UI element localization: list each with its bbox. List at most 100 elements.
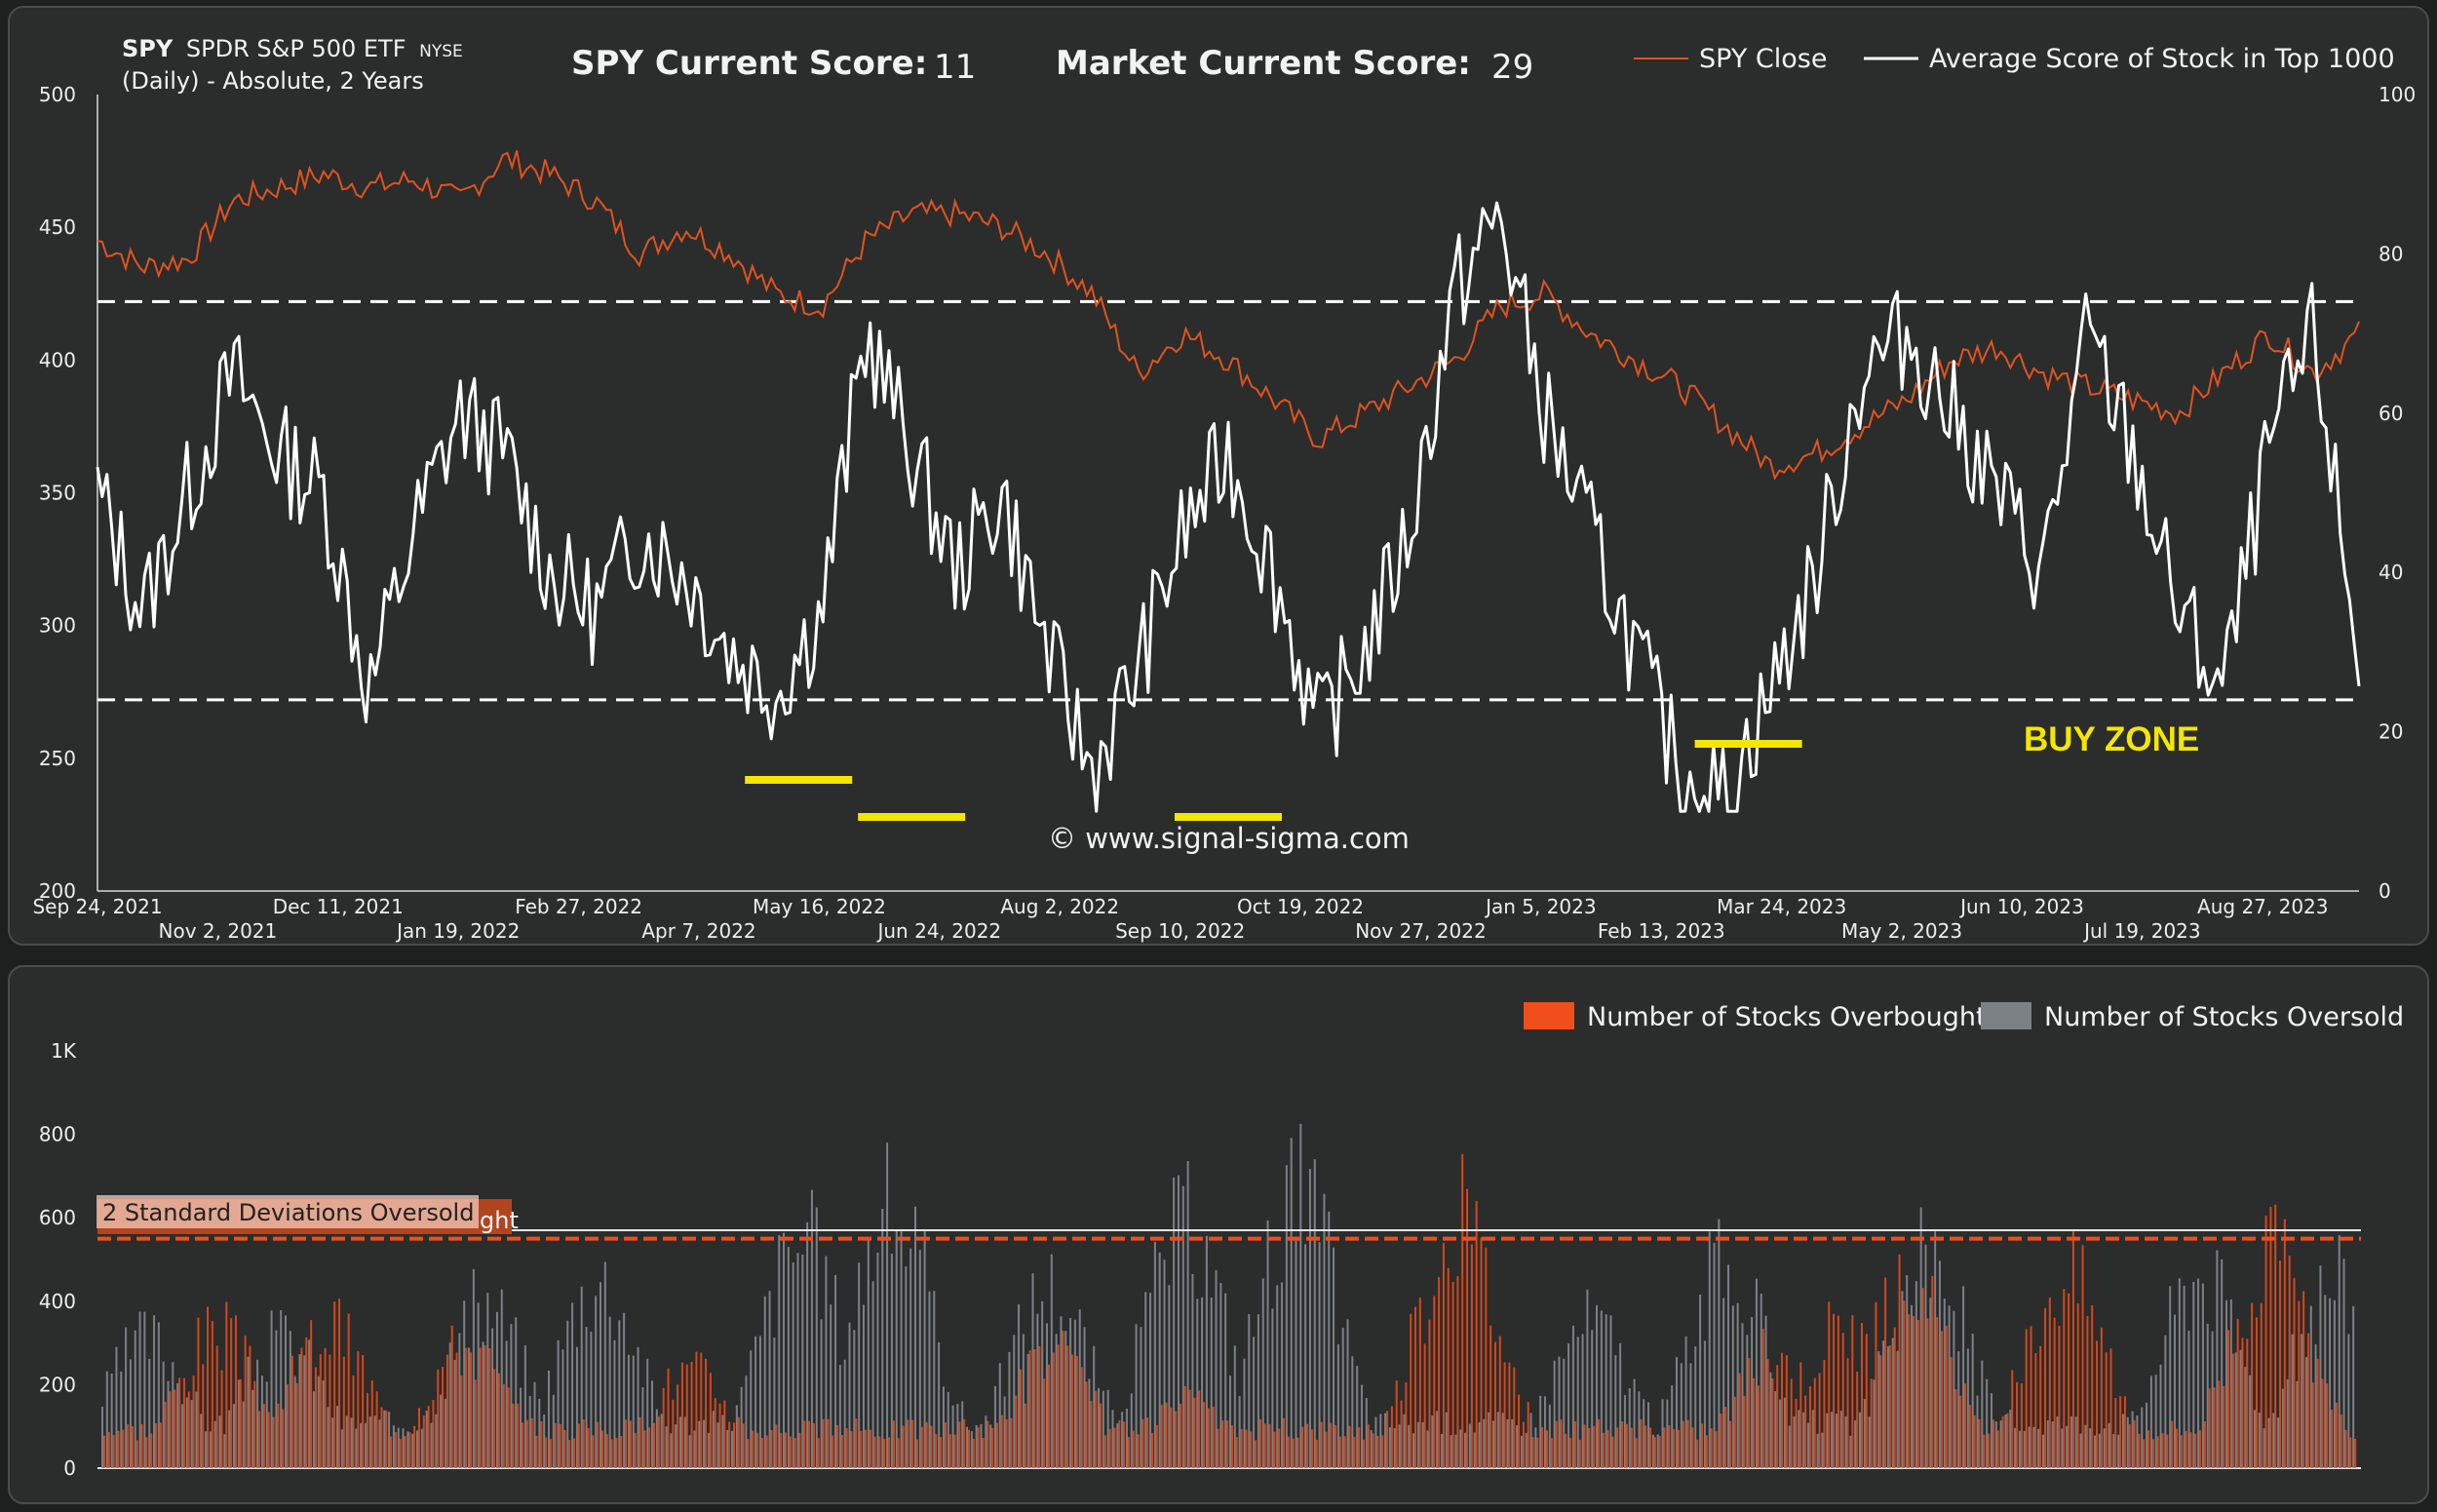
oversold-bar — [2094, 1435, 2097, 1468]
oversold-bar — [2229, 1299, 2232, 1468]
oversold-bar — [1839, 1411, 1842, 1468]
oversold-bar — [190, 1400, 193, 1468]
overbought-bar — [2063, 1289, 2066, 1468]
oversold-bar — [575, 1346, 578, 1468]
overbought-bar — [1884, 1277, 1887, 1468]
oversold-bar — [180, 1404, 183, 1468]
overbought-bar — [1381, 1435, 1384, 1468]
overbought-bar — [2058, 1325, 2061, 1468]
oversold-bar — [298, 1354, 301, 1468]
overbought-bar — [1828, 1301, 1831, 1468]
oversold-bar — [1548, 1404, 1551, 1468]
oversold-bar — [2018, 1430, 2021, 1468]
overbought-bar — [1531, 1437, 1534, 1468]
x-tick-label: Jul 19, 2023 — [2082, 919, 2201, 943]
overbought-bar — [732, 1422, 735, 1468]
overbought-bar — [638, 1416, 641, 1468]
overbought-bar — [587, 1427, 590, 1468]
overbought-bar — [1936, 1317, 1939, 1468]
oversold-bar — [1365, 1398, 1368, 1468]
oversold-bar — [1125, 1409, 1128, 1468]
overbought-bar — [1315, 1439, 1318, 1468]
overbought-bar — [907, 1419, 909, 1468]
overbought-bar — [220, 1370, 223, 1468]
x-tick-label: Apr 7, 2022 — [641, 919, 755, 943]
legend-overbought: Number of Stocks Overbought — [1587, 1002, 1987, 1032]
overbought-bar — [2076, 1303, 2079, 1468]
overbought-bar — [1456, 1276, 1459, 1468]
overbought-bar — [267, 1412, 270, 1468]
overbought-bar — [1033, 1349, 1036, 1468]
oversold-bar — [1229, 1376, 1231, 1468]
oversold-bar — [1948, 1305, 1951, 1468]
overbought-bar — [1283, 1417, 1286, 1468]
x-tick-label: Sep 24, 2021 — [32, 895, 162, 918]
overbought-bar — [450, 1325, 453, 1468]
oversold-bar — [2141, 1407, 2144, 1468]
oversold-bar — [1421, 1421, 1424, 1468]
oversold-bar — [1816, 1433, 1819, 1468]
overbought-bar — [840, 1434, 843, 1468]
x-tick-label: Aug 27, 2023 — [2197, 895, 2328, 918]
overbought-bar — [1273, 1431, 1276, 1468]
avg-score-line — [96, 201, 2361, 813]
oversold-bar — [1290, 1138, 1293, 1468]
oversold-bar — [2239, 1349, 2242, 1468]
oversold-bar — [444, 1398, 446, 1468]
oversold-bar — [1553, 1360, 1556, 1468]
oversold-bar — [1181, 1185, 1184, 1468]
overbought-bar — [864, 1429, 867, 1468]
market-score-label: Market Current Score: — [1056, 44, 1471, 83]
overbought-bar — [1630, 1427, 1633, 1468]
oversold-bar — [1666, 1399, 1669, 1468]
overbought-bar — [789, 1436, 792, 1468]
oversold-bar — [1299, 1123, 1302, 1468]
oversold-bar — [2304, 1357, 2307, 1468]
legend-oversold: Number of Stocks Oversold — [2044, 1002, 2404, 1032]
oversold-bar — [1854, 1419, 1857, 1468]
oversold-bar — [1741, 1323, 1744, 1468]
oversold-bar — [566, 1320, 569, 1468]
overbought-bar — [1057, 1344, 1060, 1468]
overbought-bar — [1508, 1362, 1511, 1468]
x-tick-label: Jan 5, 2023 — [1484, 895, 1597, 918]
overbought-bar — [672, 1399, 675, 1468]
overbought-bar — [1461, 1153, 1464, 1468]
spy-close-line — [97, 150, 2360, 481]
overbought-bar — [2279, 1260, 2282, 1468]
overbought-bar — [1513, 1367, 1516, 1468]
overbought-bar — [342, 1356, 345, 1468]
oversold-bar — [721, 1415, 724, 1468]
oversold-bar — [120, 1371, 123, 1468]
oversold-bar — [308, 1339, 311, 1468]
overbought-bar — [319, 1354, 322, 1468]
overbought-bar — [1095, 1390, 1098, 1468]
oversold-bar — [2066, 1425, 2069, 1468]
oversold-bar — [1506, 1418, 1509, 1468]
oversold-bar — [1257, 1314, 1259, 1468]
y-left-tick-label: 300 — [39, 614, 76, 638]
overbought-bar — [427, 1406, 430, 1468]
oversold-bar — [435, 1414, 438, 1468]
overbought-bar — [1221, 1420, 1224, 1468]
score-threshold-lines — [97, 299, 2359, 702]
overbought-bar — [680, 1362, 683, 1468]
oversold-bar — [2324, 1295, 2327, 1468]
x-tick-label: Nov 27, 2022 — [1355, 919, 1486, 943]
oversold-bar — [613, 1339, 616, 1468]
oversold-bar — [322, 1379, 325, 1468]
oversold-bar — [585, 1327, 588, 1468]
oversold-bar — [1454, 1434, 1457, 1468]
overbought-bar — [2039, 1345, 2042, 1468]
oversold-bar — [1464, 1432, 1467, 1468]
overbought-bar — [2068, 1293, 2070, 1468]
overbought-bar — [540, 1421, 543, 1468]
overbought-bar — [2086, 1316, 2089, 1468]
overbought-bar — [742, 1423, 745, 1468]
overbought-bar — [1913, 1316, 1915, 1468]
oversold-bar — [1643, 1399, 1645, 1468]
overbought-bar — [1245, 1429, 1248, 1468]
overbought-bar — [662, 1387, 665, 1468]
oversold-bar — [1121, 1412, 1124, 1468]
oversold-bar — [830, 1304, 832, 1468]
